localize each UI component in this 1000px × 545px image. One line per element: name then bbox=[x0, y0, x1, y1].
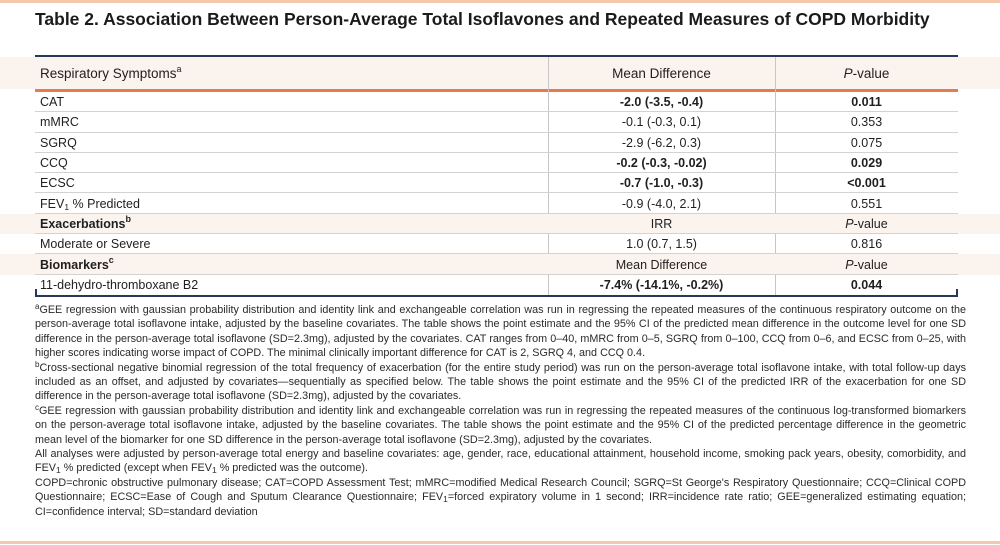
row-divider bbox=[35, 172, 958, 174]
table-section-row-biomarkers: Biomarkersc Mean Difference P-value bbox=[0, 254, 1000, 275]
row-divider bbox=[35, 111, 958, 113]
column-divider bbox=[548, 57, 549, 295]
row-value: -0.2 (-0.3, -0.02) bbox=[616, 156, 707, 171]
row-label: CAT bbox=[40, 95, 65, 110]
column-header-mean-difference: Mean Difference bbox=[612, 65, 711, 81]
page-bottom-accent-bar bbox=[0, 541, 1000, 544]
row-divider bbox=[35, 273, 958, 275]
row-label: CCQ bbox=[40, 156, 68, 171]
row-pvalue: 0.075 bbox=[850, 135, 883, 150]
row-divider bbox=[35, 151, 958, 153]
row-divider bbox=[35, 253, 958, 255]
table-row-cat: CAT -2.0 (-3.5, -0.4) 0.011 bbox=[0, 92, 1000, 113]
table-bottom-rule bbox=[35, 289, 958, 297]
row-divider bbox=[35, 131, 958, 133]
table-body: CAT -2.0 (-3.5, -0.4) 0.011 mMRC -0.1 (-… bbox=[0, 92, 1000, 295]
row-label: SGRQ bbox=[40, 135, 77, 150]
header-orange-rule bbox=[35, 89, 958, 92]
row-divider bbox=[35, 212, 958, 214]
row-value: -0.7 (-1.0, -0.3) bbox=[619, 176, 704, 191]
row-value: -0.9 (-4.0, 2.1) bbox=[621, 196, 702, 211]
footnote-b: bCross-sectional negative binomial regre… bbox=[35, 359, 966, 403]
table-header-row-respiratory: Respiratory Symptomsa Mean Difference P-… bbox=[0, 57, 1000, 89]
page-top-accent-bar bbox=[0, 0, 1000, 3]
row-value: -2.0 (-3.5, -0.4) bbox=[619, 95, 704, 110]
table-title: Table 2. Association Between Person-Aver… bbox=[35, 9, 930, 29]
column-divider bbox=[775, 57, 776, 295]
row-label: FEV1 % Predicted bbox=[40, 196, 140, 212]
column-header-mean-difference: Mean Difference bbox=[615, 257, 708, 272]
footnote-a: aGEE regression with gaussian probabilit… bbox=[35, 302, 966, 360]
row-label: Moderate or Severe bbox=[40, 237, 151, 252]
table-section-row-exacerbations: Exacerbationsb IRR P-value bbox=[0, 213, 1000, 235]
row-pvalue: 0.816 bbox=[850, 237, 883, 252]
rule-tick bbox=[35, 289, 37, 297]
row-pvalue: <0.001 bbox=[847, 176, 886, 191]
rule-tick bbox=[956, 289, 958, 297]
column-header-pvalue: P-value bbox=[845, 216, 888, 231]
section-label: Exacerbationsb bbox=[40, 213, 131, 231]
table: Respiratory Symptomsa Mean Difference P-… bbox=[0, 55, 1000, 297]
footnote-all-analyses: All analyses were adjusted by person-ave… bbox=[35, 448, 966, 476]
table-row-moderate-or-severe: Moderate or Severe 1.0 (0.7, 1.5) 0.816 bbox=[0, 234, 1000, 255]
row-value: -7.4% (-14.1%, -0.2%) bbox=[599, 277, 724, 292]
row-divider bbox=[35, 233, 958, 235]
column-header-label: Respiratory Symptomsa bbox=[40, 63, 182, 81]
table-row-ccq: CCQ -0.2 (-0.3, -0.02) 0.029 bbox=[0, 153, 1000, 174]
row-value: 1.0 (0.7, 1.5) bbox=[626, 237, 697, 252]
column-header-pvalue: P-value bbox=[845, 257, 888, 272]
abbreviations: COPD=chronic obstructive pulmonary disea… bbox=[35, 476, 966, 518]
row-value: -0.1 (-0.3, 0.1) bbox=[621, 115, 702, 130]
table-row-11-dehydro-thromboxane-b2: 11-dehydro-thromboxane B2 -7.4% (-14.1%,… bbox=[0, 275, 1000, 295]
footnote-c: cGEE regression with gaussian probabilit… bbox=[35, 402, 966, 446]
table-row-mmrc: mMRC -0.1 (-0.3, 0.1) 0.353 bbox=[0, 112, 1000, 133]
row-label: ECSC bbox=[40, 176, 75, 191]
row-pvalue: 0.011 bbox=[851, 95, 882, 110]
column-header-pvalue: P-value bbox=[843, 65, 890, 81]
row-pvalue: 0.551 bbox=[850, 196, 883, 211]
row-pvalue: 0.044 bbox=[850, 277, 883, 292]
table-footnotes: aGEE regression with gaussian probabilit… bbox=[35, 303, 966, 519]
row-label: 11-dehydro-thromboxane B2 bbox=[40, 277, 199, 292]
table-row-ecsc: ECSC -0.7 (-1.0, -0.3) <0.001 bbox=[0, 173, 1000, 194]
row-value: -2.9 (-6.2, 0.3) bbox=[621, 135, 702, 150]
row-pvalue: 0.029 bbox=[850, 156, 883, 171]
table-row-sgrq: SGRQ -2.9 (-6.2, 0.3) 0.075 bbox=[0, 133, 1000, 153]
column-header-irr: IRR bbox=[650, 216, 673, 231]
row-label: mMRC bbox=[40, 115, 79, 130]
section-label: Biomarkersc bbox=[40, 254, 114, 272]
row-pvalue: 0.353 bbox=[850, 115, 883, 130]
table-row-fev1-percent-predicted: FEV1 % Predicted -0.9 (-4.0, 2.1) 0.551 bbox=[0, 193, 1000, 214]
row-divider bbox=[35, 192, 958, 194]
